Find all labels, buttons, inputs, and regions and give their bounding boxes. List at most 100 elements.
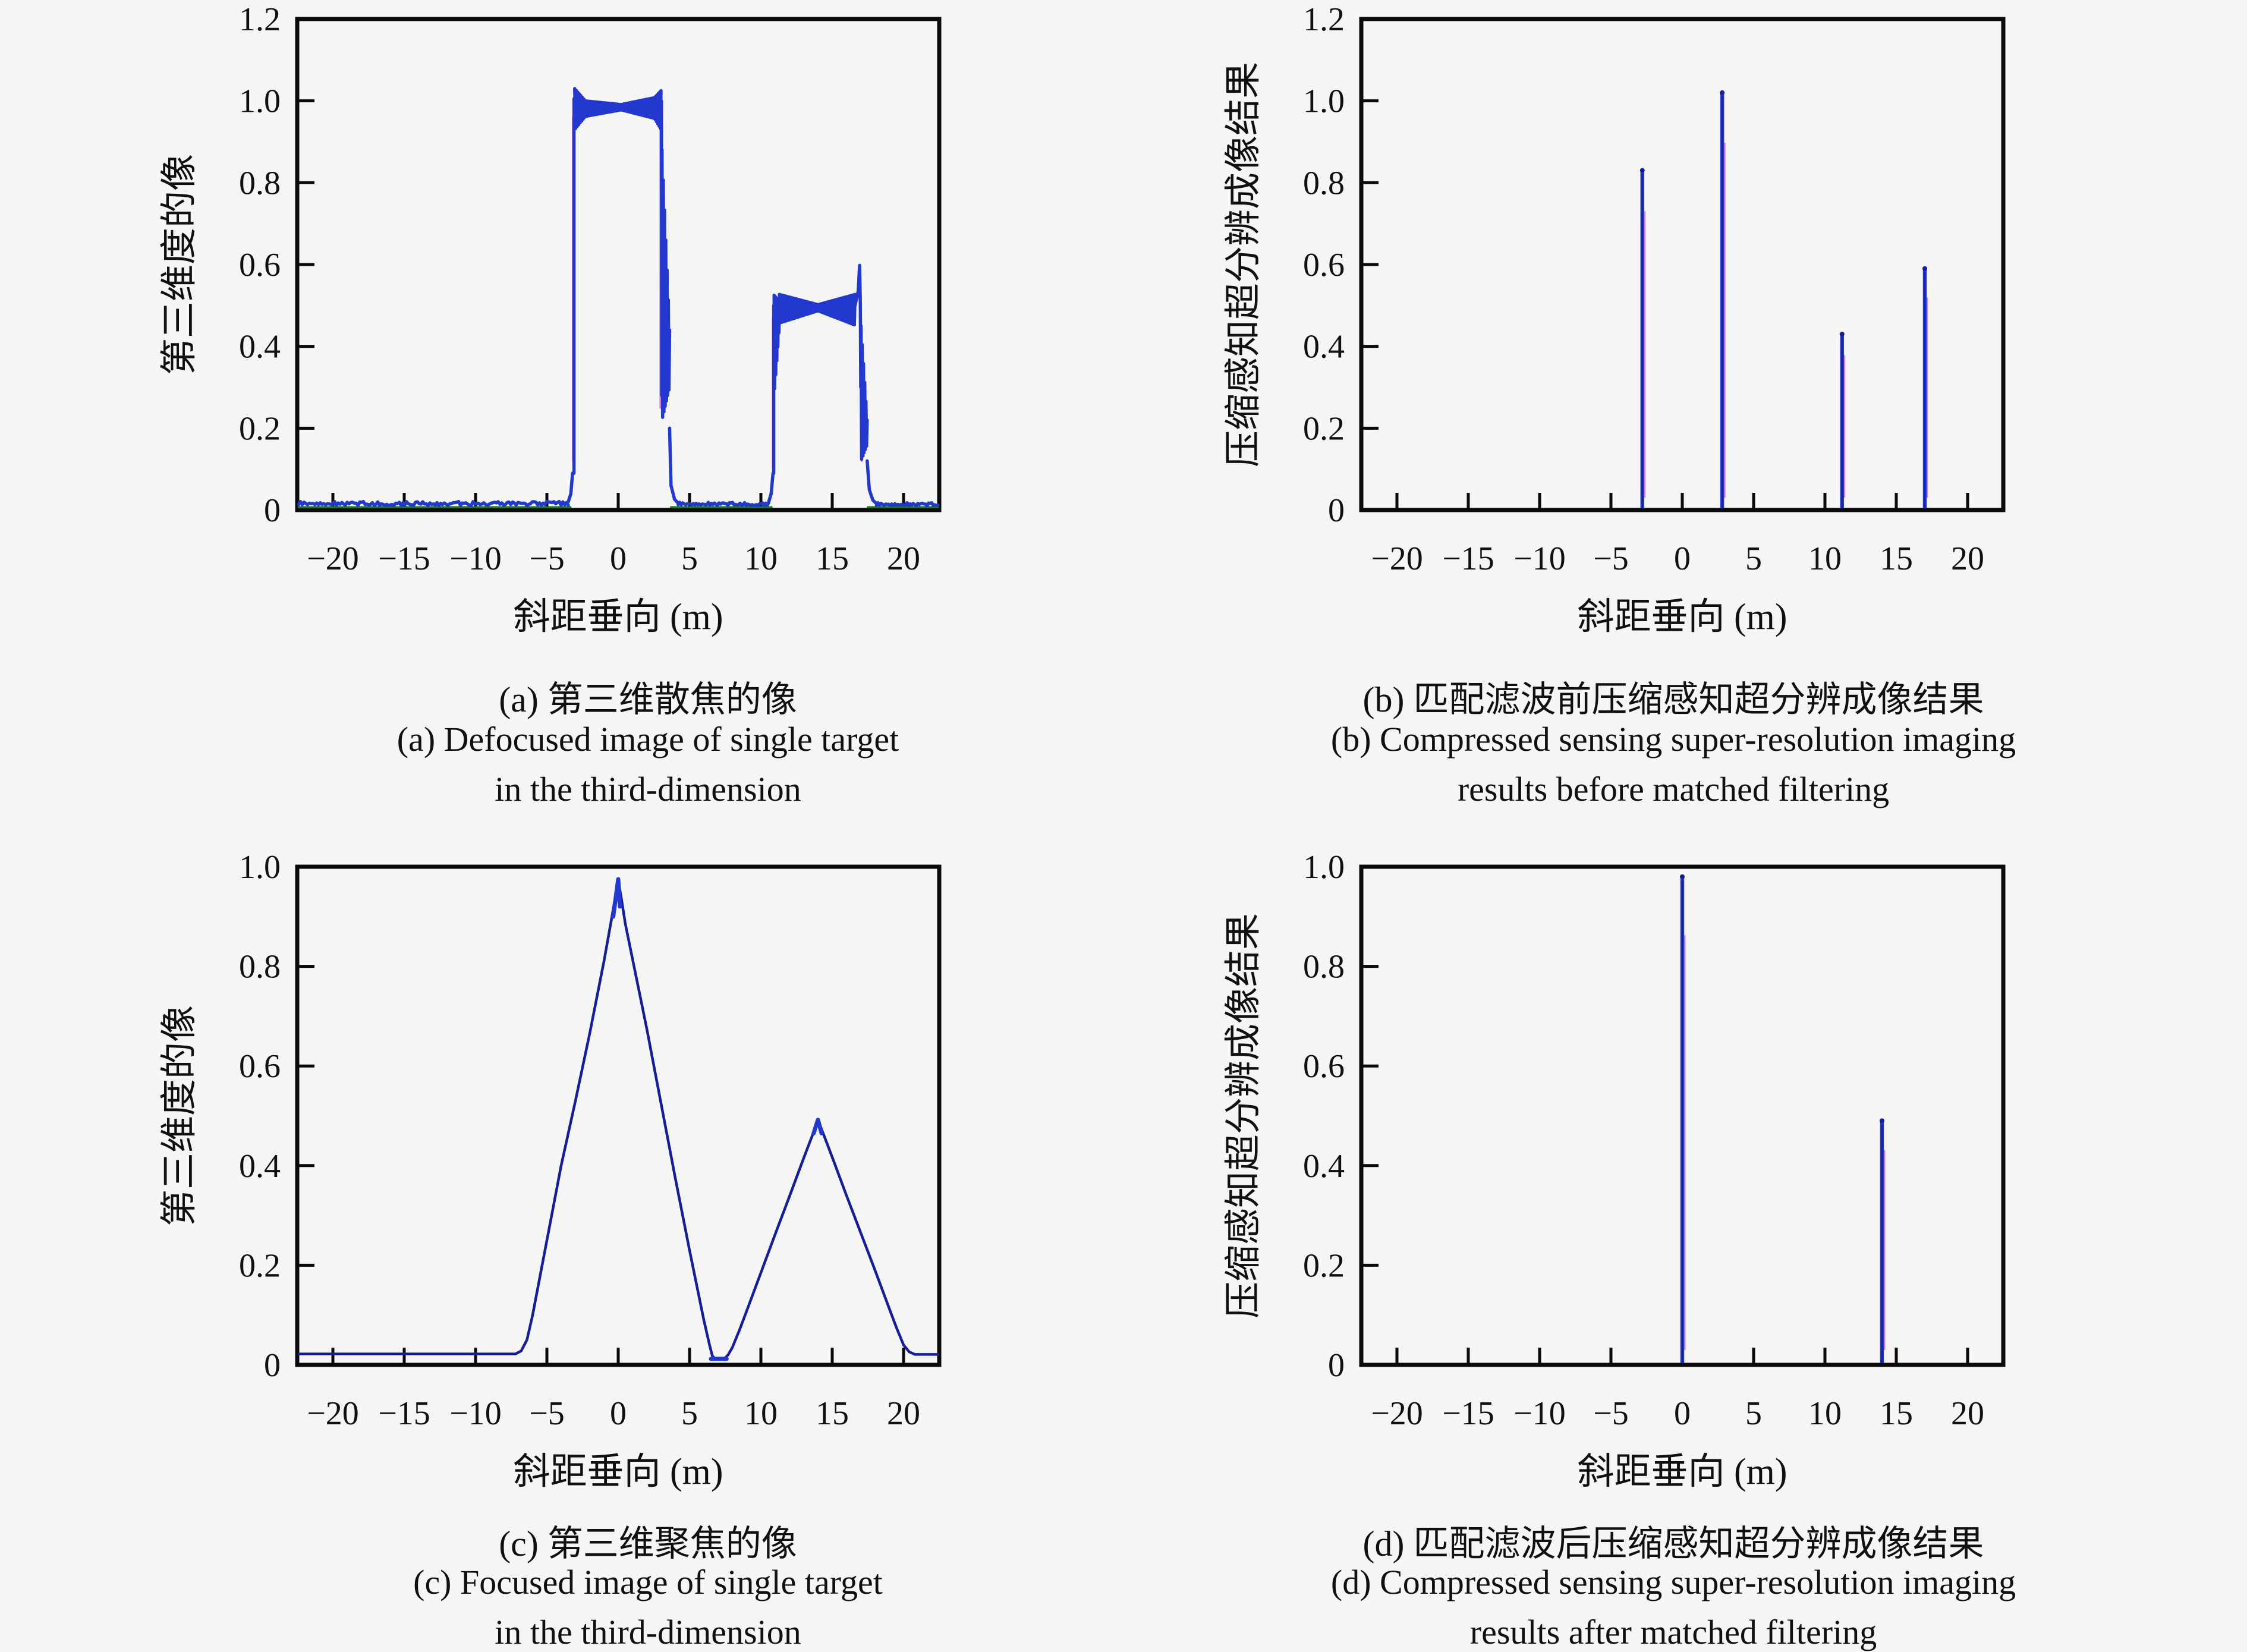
panel-a-x-axis-label: 斜距垂向 (m) xyxy=(513,597,723,637)
y-tick-label: 0.2 xyxy=(1303,1247,1345,1284)
x-tick-label: −10 xyxy=(1513,540,1566,577)
spike-tip xyxy=(1639,168,1645,173)
panel-b-spike xyxy=(1639,168,1646,509)
panel-c-caption-zh: (c) 第三维聚焦的像 xyxy=(499,1524,797,1563)
panel-c-plot: −20 −15 −10 −5 0 5 10 15 20 0 0.2 0.4 0.6 0.8 1.0 斜距垂向 … xyxy=(159,849,942,1492)
x-tick-label: 15 xyxy=(816,540,849,577)
panel-d-spike xyxy=(1880,1118,1886,1363)
panel-a-series-defocused-image xyxy=(660,148,672,419)
x-tick-label: 5 xyxy=(681,540,698,577)
x-tick-label: −10 xyxy=(449,1395,502,1432)
y-tick-label: 0.2 xyxy=(1303,410,1345,447)
panel-a-frame xyxy=(295,17,942,512)
y-tick-label: 1.0 xyxy=(239,849,281,886)
panel-a-series-defocused-image xyxy=(567,471,574,504)
x-tick-label: 10 xyxy=(1808,1395,1842,1432)
y-tick-label: 1.2 xyxy=(1303,1,1345,38)
panel-a-plot: −20 −15 −10 −5 0 5 10 15 20 0 0.2 0.4 0.6 0.8 1.0 1.2 斜距… xyxy=(159,1,942,637)
x-tick-label: −20 xyxy=(1371,540,1423,577)
x-tick-label: −5 xyxy=(1593,1395,1629,1432)
panel-a-series-defocused-image xyxy=(668,426,680,505)
panel-d-caption-zh: (d) 匹配滤波后压缩感知超分辨成像结果 xyxy=(1362,1524,1984,1563)
x-tick-label: 0 xyxy=(1674,540,1691,577)
x-tick-label: −5 xyxy=(1593,540,1629,577)
spike-tip xyxy=(1839,332,1845,337)
x-tick-label: −10 xyxy=(1513,1395,1566,1432)
x-tick-label: 10 xyxy=(1808,540,1842,577)
x-tick-label: −20 xyxy=(307,1395,359,1432)
y-tick-label: 0.6 xyxy=(239,247,281,284)
panel-a-series-defocused-image xyxy=(866,459,879,505)
x-tick-label: 15 xyxy=(816,1395,849,1432)
panel-a-series-defocused-image xyxy=(874,501,940,508)
y-tick-label: 0 xyxy=(264,1347,281,1384)
y-tick-label: 0.6 xyxy=(1303,247,1345,284)
panel-c-x-ticks: −20 −15 −10 −5 0 5 10 15 20 xyxy=(307,1348,920,1432)
x-tick-label: 20 xyxy=(887,540,920,577)
panel-a-y-ticks: 0 0.2 0.4 0.6 0.8 1.0 1.2 xyxy=(239,1,314,529)
x-tick-label: 5 xyxy=(1745,1395,1762,1432)
y-tick-label: 0 xyxy=(1328,492,1345,529)
x-tick-label: −10 xyxy=(449,540,502,577)
x-tick-label: 20 xyxy=(887,1395,920,1432)
panel-c-series-apex-highlight xyxy=(811,1118,824,1135)
panel-c-y-ticks: 0 0.2 0.4 0.6 0.8 1.0 xyxy=(239,849,314,1384)
panel-d-caption-en-line1: (d) Compressed sensing super-resolution … xyxy=(1330,1563,2016,1601)
panel-b-caption-en-line2: results before matched filtering xyxy=(1457,770,1890,808)
panel-a-series-defocused-image xyxy=(584,99,623,118)
x-tick-label: 5 xyxy=(1745,540,1762,577)
panel-a-series-defocused-image xyxy=(573,87,587,131)
panel-c-y-axis-label: 第三维度的像 xyxy=(159,1005,200,1226)
y-tick-label: 0.4 xyxy=(239,329,281,366)
panel-b-y-ticks: 0 0.2 0.4 0.6 0.8 1.0 1.2 xyxy=(1303,1,1379,529)
panel-a-caption-en-line2: in the third-dimension xyxy=(495,770,801,808)
x-tick-label: −15 xyxy=(1442,1395,1494,1432)
panel-c-caption-en-line2: in the third-dimension xyxy=(495,1613,801,1651)
panel-d-plot: −20 −15 −10 −5 0 5 10 15 20 0 0.2 0.4 0.6 0.8 1.0 斜距垂向 … xyxy=(1223,849,2006,1492)
panel-d-x-ticks: −20 −15 −10 −5 0 5 10 15 20 xyxy=(1371,1348,1984,1432)
x-tick-label: −20 xyxy=(1371,1395,1423,1432)
panel-a-series-defocused-image xyxy=(297,499,570,508)
x-tick-label: 0 xyxy=(1674,1395,1691,1432)
panel-b-caption-zh: (b) 匹配滤波前压缩感知超分辨成像结果 xyxy=(1362,680,1984,719)
y-tick-label: 0.6 xyxy=(239,1048,281,1085)
panel-a-caption-zh: (a) 第三维散焦的像 xyxy=(499,680,797,719)
panel-c-series-apex-highlight xyxy=(611,877,622,919)
x-tick-label: 10 xyxy=(744,1395,778,1432)
x-tick-label: −15 xyxy=(1442,540,1494,577)
y-tick-label: 0.2 xyxy=(239,1247,281,1284)
panel-d-spike xyxy=(1680,874,1686,1363)
panel-c-frame xyxy=(295,864,942,1367)
spike-tip xyxy=(1880,1118,1884,1124)
y-tick-label: 0.6 xyxy=(1303,1048,1345,1085)
x-tick-label: 0 xyxy=(610,540,627,577)
y-tick-label: 0.8 xyxy=(239,165,281,202)
panel-b-x-ticks: −20 −15 −10 −5 0 5 10 15 20 xyxy=(1371,493,1984,577)
x-tick-label: 5 xyxy=(681,1395,698,1432)
y-tick-label: 1.0 xyxy=(1303,849,1345,886)
y-tick-label: 0.8 xyxy=(1303,165,1345,202)
y-tick-label: 0.4 xyxy=(1303,1148,1345,1185)
y-tick-label: 0.4 xyxy=(239,1148,281,1185)
panel-a-series-defocused-image xyxy=(676,501,770,508)
panel-d-x-axis-label: 斜距垂向 (m) xyxy=(1577,1452,1787,1492)
panel-a-x-ticks: −20 −15 −10 −5 0 5 10 15 20 xyxy=(307,493,920,577)
panel-a-caption-en-line1: (a) Defocused image of single target xyxy=(396,720,899,759)
panel-b-caption-en-line1: (b) Compressed sensing super-resolution … xyxy=(1330,720,2016,759)
y-tick-label: 0 xyxy=(264,492,281,529)
x-tick-label: −5 xyxy=(529,1395,565,1432)
panel-b-plot: −20 −15 −10 −5 0 5 10 15 20 0 0.2 0.4 0.6 0.8 1.0 1.2 斜距… xyxy=(1223,1,2006,637)
panel-d-y-ticks: 0 0.2 0.4 0.6 0.8 1.0 xyxy=(1303,849,1379,1384)
spike-tip xyxy=(1720,90,1725,95)
y-tick-label: 0.8 xyxy=(1303,949,1345,986)
panel-b-y-axis-label: 压缩感知超分辨成像结果 xyxy=(1223,62,1264,467)
x-tick-label: 10 xyxy=(744,540,778,577)
y-tick-label: 0 xyxy=(1328,1347,1345,1384)
panel-b-spike xyxy=(1839,332,1846,509)
panel-a-series-defocused-image xyxy=(816,292,857,327)
panel-b-x-axis-label: 斜距垂向 (m) xyxy=(1577,597,1787,637)
y-tick-label: 0.2 xyxy=(239,410,281,447)
y-tick-label: 0.4 xyxy=(1303,329,1345,366)
